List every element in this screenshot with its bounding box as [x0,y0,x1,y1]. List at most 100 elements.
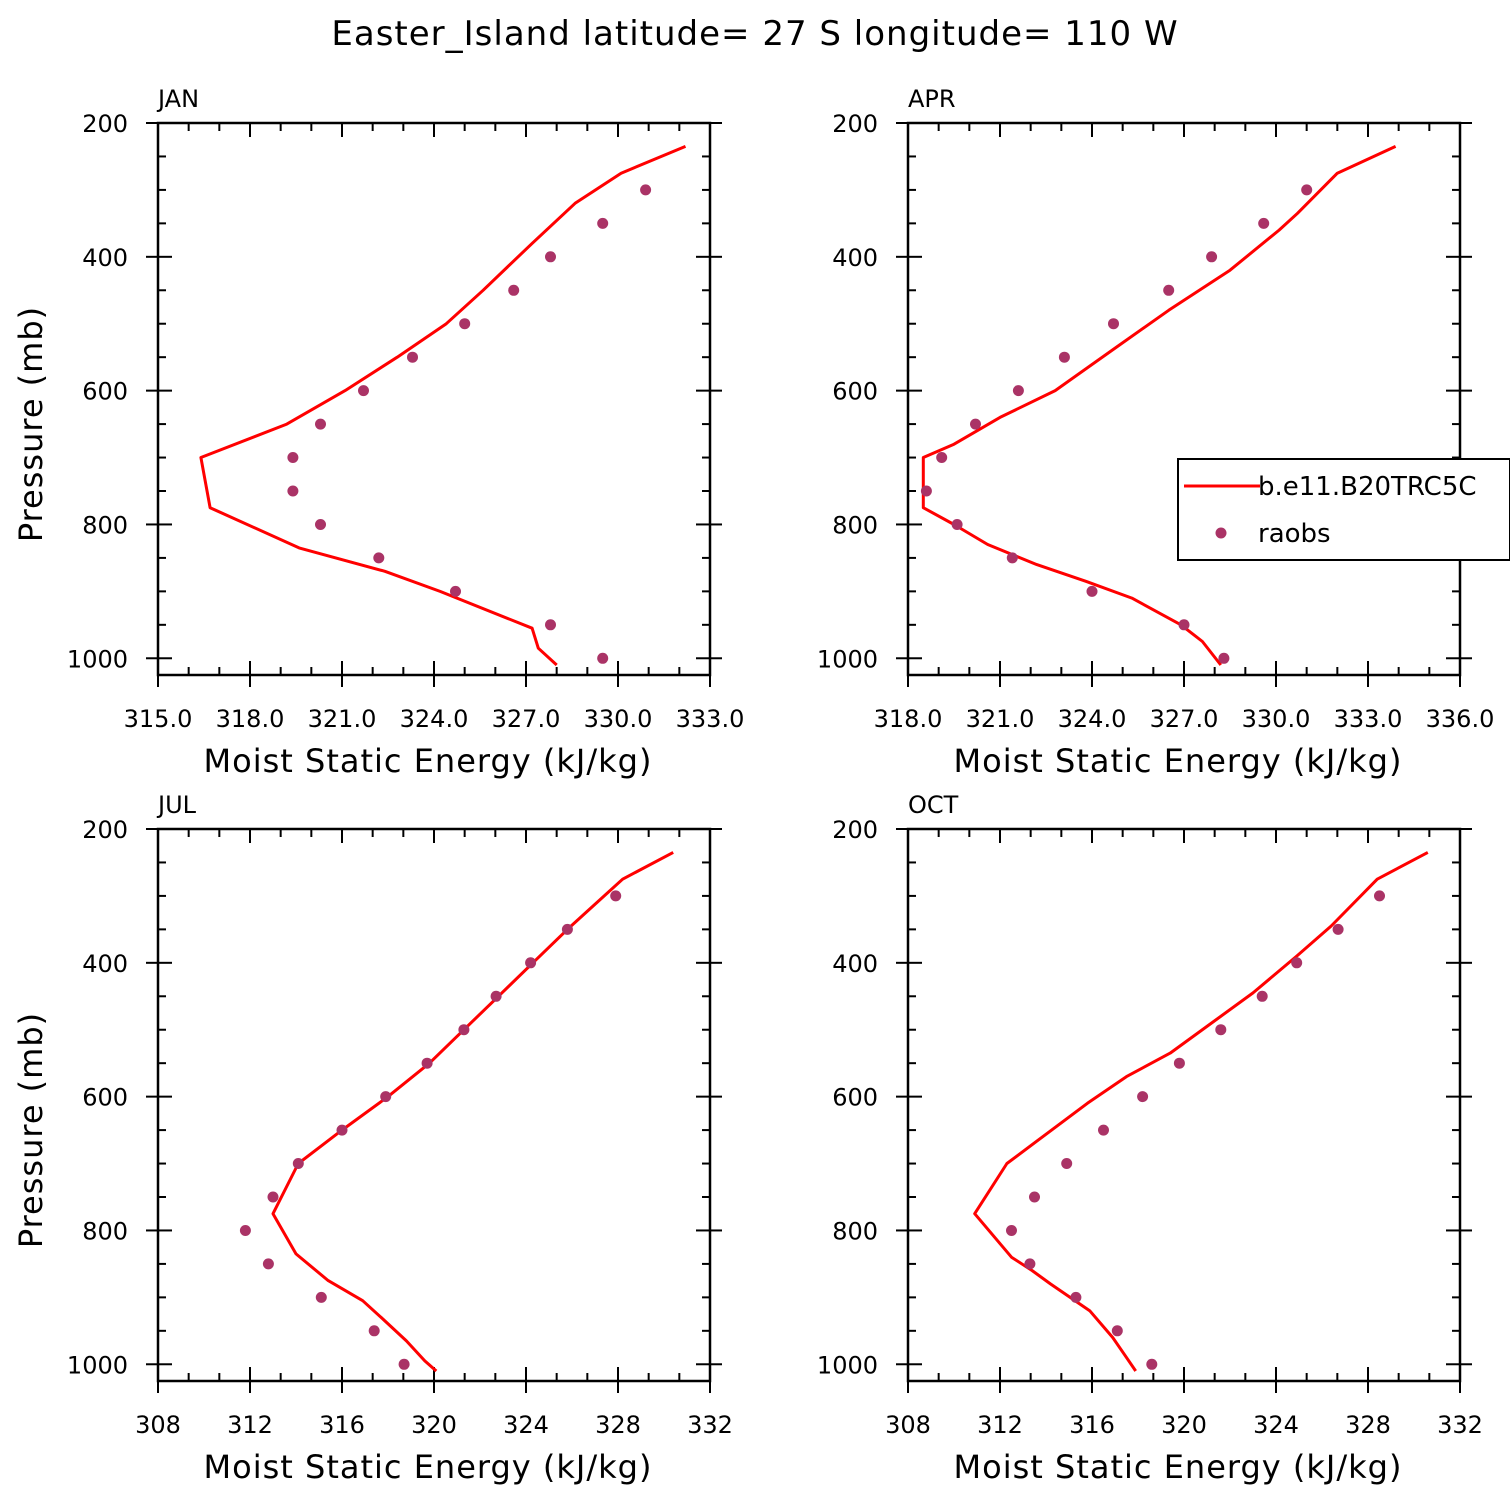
obs-point [292,1158,304,1169]
y-tick-label: 600 [82,1084,128,1112]
obs-point [450,585,461,597]
x-tick-label: 320 [411,1411,457,1439]
y-tick-label: 200 [832,110,878,138]
panel-apr: APR 318.0 321.0 324.0 327.0 330.0 333.0 336.0 10… [817,85,1494,780]
obs-point [315,1291,327,1303]
obs-point [1012,385,1024,397]
x-tick-label: 315.0 [124,705,193,733]
panel-oct: OCT 308 312 316 320 324 328 332 1000 800 600 400 200… [817,791,1483,1486]
x-axis-label: Moist Static Energy (kJ/kg) [954,742,1403,780]
obs-point [597,217,609,229]
obs-point [1058,351,1070,363]
y-tick-label: 1000 [817,1351,878,1379]
plot-frame [156,827,712,1383]
obs-point [525,957,537,969]
y-tick-label: 200 [832,816,878,844]
obs-point [490,990,502,1002]
panel-label: APR [908,85,956,113]
obs-point [1258,217,1270,229]
obs-point [1006,1225,1017,1236]
obs-point [936,452,948,463]
y-tick-label: 200 [82,110,128,138]
x-tick-label: 308 [135,1411,181,1439]
obs-point [1291,957,1303,969]
obs-point [610,890,622,902]
y-tick-label: 800 [832,1217,878,1245]
obs-point [1374,890,1385,902]
obs-point [1137,1091,1149,1103]
y-tick-label: 600 [82,378,128,406]
obs-point [398,1358,410,1370]
obs-point [368,1325,380,1337]
legend-obs-marker [1215,527,1227,539]
plot-frame [906,827,1462,1383]
x-tick-label: 318.0 [216,705,285,733]
series-line-model [199,145,687,667]
series-line-model [973,851,1429,1372]
obs-point [1173,1057,1185,1069]
x-tick-label: 316 [319,1411,365,1439]
obs-point [239,1225,251,1236]
panel-jan: JAN 315.0 318.0 321.0 324.0 327.0 330.0 333.0 10… [12,85,744,780]
y-tick-label: 600 [832,1084,878,1112]
obs-point [421,1057,433,1069]
obs-point [380,1091,392,1103]
x-tick-label: 328 [595,1411,641,1439]
obs-point [1146,1358,1158,1370]
x-tick-label: 321.0 [966,705,1035,733]
x-tick-label: 324.0 [400,705,469,733]
obs-point [1206,251,1218,263]
x-axis-label: Moist Static Energy (kJ/kg) [204,1448,653,1486]
obs-point [459,318,471,330]
obs-point [1029,1191,1040,1203]
y-tick-label: 800 [832,511,878,539]
obs-point [1024,1258,1036,1270]
obs-point [1178,619,1190,631]
x-tick-label: 312 [977,1411,1023,1439]
obs-point [508,284,520,296]
obs-point [458,1024,470,1036]
x-tick-label: 330.0 [584,705,653,733]
panel-label: JUL [156,791,197,819]
obs-point [373,552,385,564]
x-tick-label: 312 [227,1411,273,1439]
x-tick-label: 327.0 [492,705,561,733]
obs-point [287,485,299,497]
y-tick-label: 200 [82,816,128,844]
x-tick-label: 327.0 [1150,705,1219,733]
x-tick-label: 332 [687,1411,733,1439]
obs-point [1061,1158,1073,1169]
panel-label: OCT [908,791,959,819]
obs-point [545,619,556,631]
x-tick-label: 321.0 [308,705,377,733]
x-tick-label: 324 [1253,1411,1299,1439]
x-tick-label: 328 [1345,1411,1391,1439]
obs-point [407,351,418,363]
obs-point [287,452,299,463]
x-tick-label: 324.0 [1058,705,1127,733]
series-line-model [921,145,1397,666]
obs-point [920,485,932,497]
series-line-model [271,851,674,1373]
obs-point [358,385,369,397]
x-axis-label: Moist Static Energy (kJ/kg) [954,1448,1403,1486]
obs-point [1111,1325,1123,1337]
y-tick-label: 400 [832,950,878,978]
x-tick-label: 333.0 [1334,705,1403,733]
legend-model-label: b.e11.B20TRC5C [1258,472,1477,502]
obs-point [640,184,652,196]
figure-title: Easter_Island latitude= 27 S longitude= … [331,14,1178,54]
legend-obs-label: raobs [1258,519,1331,549]
x-tick-label: 336.0 [1426,705,1495,733]
obs-point [1108,318,1119,330]
obs-point [951,519,963,530]
obs-point [597,652,609,664]
obs-point [1086,585,1098,597]
obs-point [561,923,573,935]
obs-point [336,1124,348,1136]
y-tick-label: 1000 [817,645,878,673]
plot-frame [156,121,712,677]
x-tick-label: 316 [1069,1411,1115,1439]
obs-point [1098,1124,1109,1136]
